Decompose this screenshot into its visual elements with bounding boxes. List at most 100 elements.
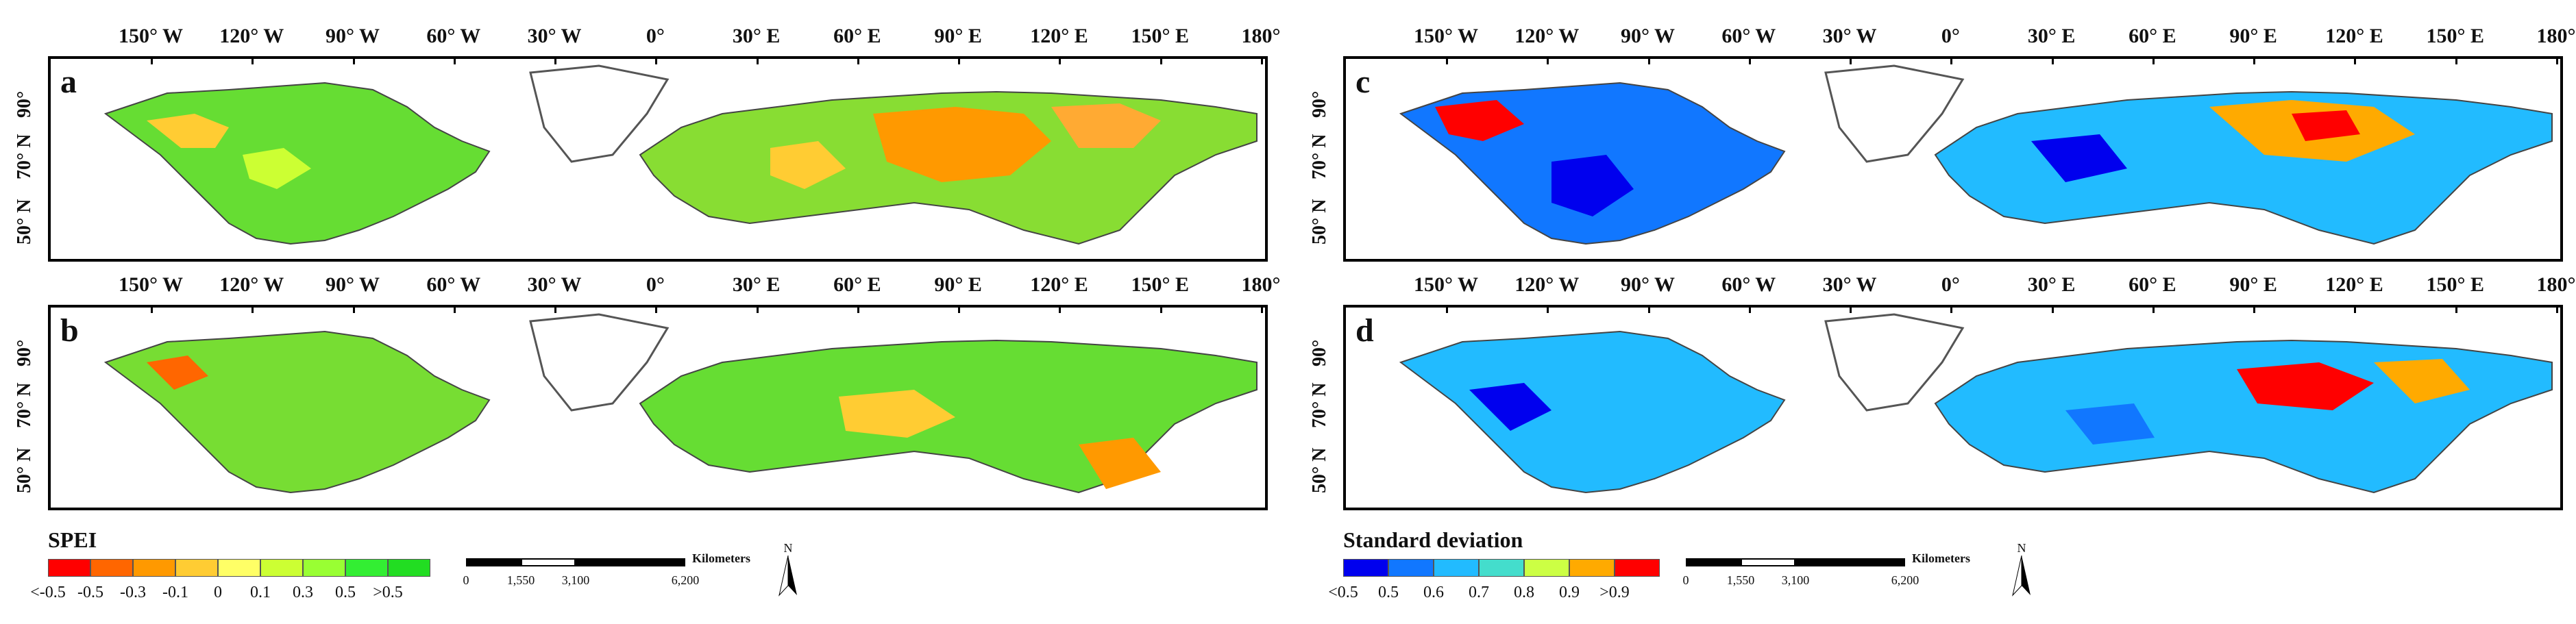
- legend-sd-swatch: [1615, 559, 1660, 577]
- region-drought-a4: [770, 141, 846, 189]
- longitude-label: 60° W: [1721, 25, 1776, 47]
- longitude-label: 180°: [1241, 273, 1281, 296]
- scalebar-left: Kilometers 0 1,550 3,100 6,200: [463, 551, 754, 606]
- panel-c: c: [1343, 56, 2563, 262]
- longitude-tick: [352, 305, 355, 313]
- scalebar-segment: [521, 558, 576, 566]
- longitude-label: 90° E: [2229, 25, 2277, 47]
- panel-letter: c: [1356, 64, 1371, 100]
- longitude-label: 60° W: [1721, 273, 1776, 296]
- scalebar-label: 6,200: [1891, 573, 1919, 587]
- latitude-label: 70° N: [1309, 134, 1330, 179]
- region-drought-a2: [873, 107, 1051, 182]
- longitude-tick: [554, 56, 557, 64]
- longitude-tick: [1446, 56, 1448, 64]
- longitude-tick: [1647, 305, 1650, 313]
- region-drought-a1: [147, 114, 229, 148]
- longitude-tick: [1850, 305, 1852, 313]
- legend-spei-swatch: [388, 559, 430, 577]
- map-c: [1399, 64, 2553, 245]
- legend-spei-label: -0.5: [77, 584, 103, 601]
- scalebar-segment: [576, 558, 685, 566]
- legend-spei-swatch: [303, 559, 345, 577]
- longitude-tick: [1446, 305, 1448, 313]
- scalebar-label: 3,100: [561, 573, 590, 587]
- longitude-tick: [1160, 56, 1162, 64]
- longitude-label: 30° E: [2027, 25, 2076, 47]
- north-arrow-icon: [778, 555, 797, 597]
- longitude-label: 180°: [2536, 273, 2576, 296]
- landmass-north-america: [1399, 330, 1786, 494]
- legend-sd-label: 0.5: [1378, 584, 1399, 601]
- longitude-label: 120° E: [2325, 25, 2383, 47]
- legend-sd-swatch: [1434, 559, 1479, 577]
- landmass-greenland: [1824, 313, 1965, 412]
- longitude-tick: [2455, 56, 2457, 64]
- longitude-tick: [1059, 305, 1062, 313]
- region-low-c2: [2031, 134, 2127, 182]
- longitude-label: 60° W: [426, 273, 481, 296]
- panel-d: d: [1343, 305, 2563, 510]
- region-high-c3: [2292, 110, 2360, 141]
- longitude-label: 30° W: [1822, 25, 1877, 47]
- landmass-greenland: [1824, 64, 1965, 163]
- latitude-label: 90°: [14, 90, 35, 118]
- longitude-label: 180°: [1241, 25, 1281, 47]
- longitude-label: 0°: [646, 25, 665, 47]
- landmass-greenland: [529, 313, 670, 412]
- map-d: [1399, 313, 2553, 494]
- legend-sd-swatch: [1524, 559, 1569, 577]
- longitude-label: 180°: [2536, 25, 2576, 47]
- panel-b-frame: b: [48, 305, 1268, 510]
- longitude-tick: [2354, 56, 2357, 64]
- legend-spei-label: -0.3: [120, 584, 146, 601]
- legend-sd: Standard deviation <0.5 0.5 0.6 0.7 0.8 0.9 >0…: [1328, 527, 1700, 616]
- legend-sd-swatch: [1479, 559, 1524, 577]
- region-mid-d1: [2065, 403, 2155, 445]
- scalebar-label: 3,100: [1781, 573, 1810, 587]
- north-arrow-icon: [2012, 555, 2031, 597]
- legend-sd-label: 0.8: [1514, 584, 1534, 601]
- scalebar-label: 1,550: [506, 573, 535, 587]
- scalebar-segment: [1741, 558, 1795, 566]
- scalebar-segment: [1795, 558, 1905, 566]
- north-arrow-left: N: [778, 541, 798, 600]
- legend-spei-swatch: [218, 559, 260, 577]
- latitude-label: 50° N: [1309, 447, 1330, 493]
- north-arrow-label: N: [2017, 541, 2026, 555]
- scalebar-segment: [466, 558, 521, 566]
- scalebar-segment: [1686, 558, 1741, 566]
- longitude-label: 90° E: [934, 273, 982, 296]
- region-high-d2: [2374, 359, 2470, 403]
- longitude-tick: [756, 305, 759, 313]
- longitude-tick: [1950, 56, 1953, 64]
- legend-spei-label: >0.5: [373, 584, 403, 601]
- latitude-label: 90°: [1309, 339, 1330, 366]
- longitude-label: 90° E: [934, 25, 982, 47]
- longitude-label: 60° W: [426, 25, 481, 47]
- latitude-label: 50° N: [14, 199, 35, 245]
- longitude-label: 90° E: [2229, 273, 2277, 296]
- longitude-label: 150° E: [1131, 273, 1189, 296]
- region-drought-b2: [839, 390, 955, 438]
- legend-spei-swatch: [48, 559, 90, 577]
- legend-spei-swatch: [345, 559, 388, 577]
- longitude-label: 150° E: [1131, 25, 1189, 47]
- panel-letter: b: [60, 312, 79, 349]
- region-high-d1: [2237, 362, 2374, 410]
- longitude-tick: [1850, 56, 1852, 64]
- legend-sd-swatch: [1388, 559, 1434, 577]
- longitude-tick: [453, 56, 456, 64]
- legend-spei-label: <-0.5: [30, 584, 66, 601]
- longitude-tick: [2152, 305, 2155, 313]
- longitude-tick: [958, 56, 961, 64]
- longitude-label: 30° E: [732, 273, 781, 296]
- panel-c-frame: c: [1343, 56, 2563, 262]
- longitude-label: 90° W: [326, 273, 380, 296]
- legend-spei-label: -0.1: [162, 584, 188, 601]
- panel-letter: a: [60, 64, 77, 100]
- longitude-tick: [2354, 305, 2357, 313]
- legend-sd-label: 0.7: [1469, 584, 1489, 601]
- longitude-tick: [655, 305, 658, 313]
- legend-spei: SPEI <-0.5 -0.5 -0.3 -0.1 0 0.1 0.3 0.5 >0.5: [30, 527, 432, 616]
